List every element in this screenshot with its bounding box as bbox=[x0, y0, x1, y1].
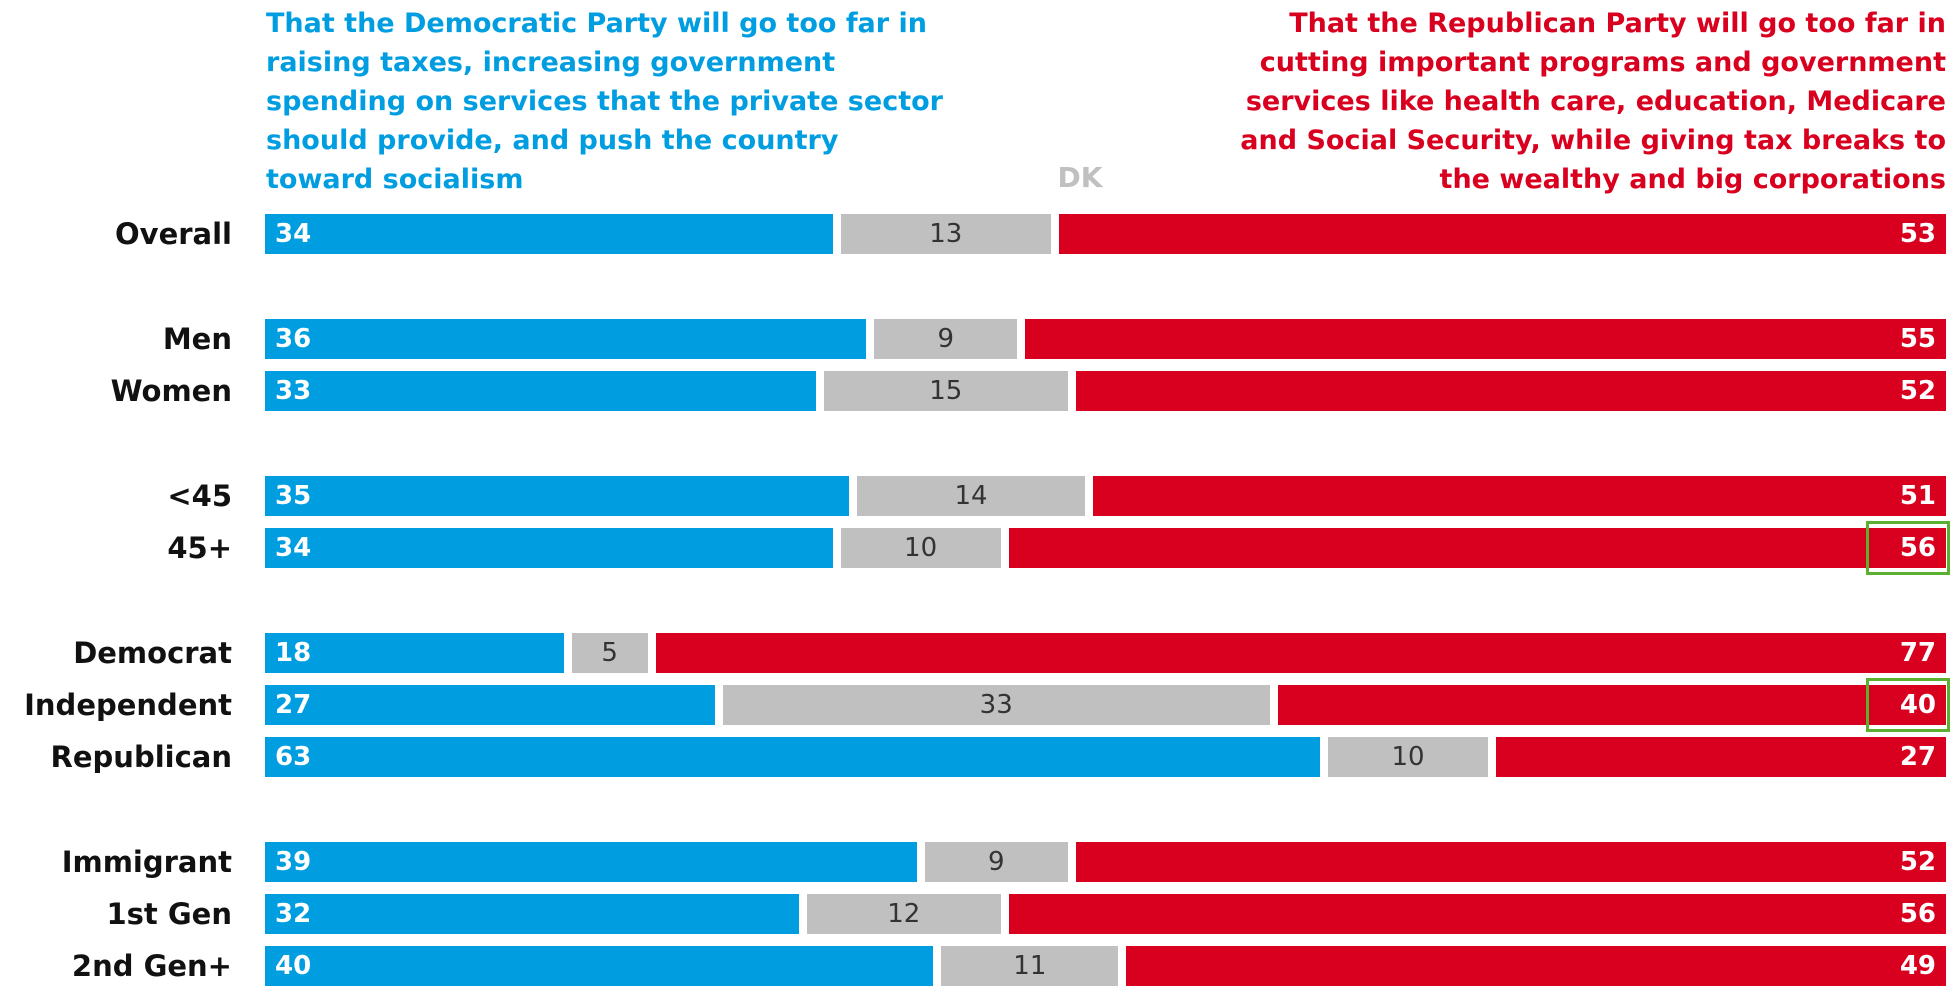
header-right-line: cutting important programs and governmen… bbox=[1259, 47, 1946, 78]
row-label: Men bbox=[162, 322, 232, 356]
bar-democratic bbox=[265, 894, 799, 934]
row-label: 45+ bbox=[167, 531, 232, 565]
bar-republican bbox=[1008, 528, 1946, 568]
data-label: 40 bbox=[275, 951, 312, 981]
bar-democratic bbox=[265, 946, 934, 986]
bar-dk bbox=[840, 214, 1052, 254]
data-label: 33 bbox=[275, 376, 312, 406]
data-label: 15 bbox=[929, 376, 963, 406]
data-label: 10 bbox=[1391, 742, 1425, 772]
bar-republican bbox=[1075, 842, 1946, 882]
row-label: 1st Gen bbox=[106, 897, 232, 931]
data-label: 11 bbox=[1013, 951, 1047, 981]
data-label: 12 bbox=[887, 899, 921, 929]
data-label: 34 bbox=[275, 533, 312, 563]
row-label: Overall bbox=[115, 217, 232, 251]
bar-democratic bbox=[265, 319, 867, 359]
bar-democratic bbox=[265, 476, 850, 516]
header-right-line: the wealthy and big corporations bbox=[1439, 164, 1946, 195]
data-label: 34 bbox=[275, 219, 312, 249]
data-label: 27 bbox=[1899, 742, 1936, 772]
bar-dk bbox=[941, 946, 1119, 986]
bar-dk bbox=[1328, 737, 1489, 777]
row-label: Independent bbox=[24, 688, 232, 722]
header-left-line: toward socialism bbox=[266, 164, 524, 195]
data-label: 33 bbox=[979, 690, 1013, 720]
data-label: 9 bbox=[937, 324, 955, 354]
bar-republican bbox=[1092, 476, 1946, 516]
header-left-line: spending on services that the private se… bbox=[266, 86, 943, 117]
bar-republican bbox=[1496, 737, 1946, 777]
row-label: Republican bbox=[50, 740, 232, 774]
header-republican-party: That the Republican Party will go too fa… bbox=[1140, 4, 1946, 199]
bar-dk bbox=[874, 319, 1018, 359]
header-right-line: services like health care, education, Me… bbox=[1245, 86, 1946, 117]
bar-democratic bbox=[265, 214, 833, 254]
data-label: 53 bbox=[1899, 219, 1936, 249]
bar-republican bbox=[655, 633, 1946, 673]
header-democratic-party: That the Democratic Party will go too fa… bbox=[266, 4, 1036, 199]
data-label: 10 bbox=[904, 533, 938, 563]
data-label: 27 bbox=[275, 690, 312, 720]
highlight-box bbox=[1866, 521, 1950, 575]
bar-republican bbox=[1025, 319, 1946, 359]
data-label: 14 bbox=[954, 481, 988, 511]
row-label: Democrat bbox=[73, 636, 232, 670]
data-label: 35 bbox=[275, 481, 312, 511]
row-label: Immigrant bbox=[61, 845, 232, 879]
bar-democratic bbox=[265, 528, 833, 568]
bar-dk bbox=[806, 894, 1001, 934]
bar-republican bbox=[1059, 214, 1946, 254]
bar-democratic bbox=[265, 842, 917, 882]
data-label: 63 bbox=[275, 742, 312, 772]
data-label: 77 bbox=[1899, 638, 1936, 668]
data-label: 49 bbox=[1899, 951, 1936, 981]
bar-dk bbox=[571, 633, 648, 673]
data-label: 18 bbox=[275, 638, 312, 668]
highlight-box bbox=[1866, 678, 1950, 732]
header-dk: DK bbox=[1057, 161, 1103, 194]
bar-dk bbox=[840, 528, 1001, 568]
data-label: 32 bbox=[275, 899, 312, 929]
data-label: 13 bbox=[929, 219, 963, 249]
bar-republican bbox=[1075, 371, 1946, 411]
data-label: 36 bbox=[275, 324, 312, 354]
data-label: 5 bbox=[601, 638, 618, 668]
bar-republican bbox=[1126, 946, 1946, 986]
bar-dk bbox=[722, 685, 1270, 725]
bar-democratic bbox=[265, 685, 715, 725]
bar-republican bbox=[1008, 894, 1946, 934]
data-label: 52 bbox=[1899, 847, 1936, 877]
row-label: 2nd Gen+ bbox=[71, 949, 232, 983]
bar-dk bbox=[823, 371, 1068, 411]
bar-dk bbox=[924, 842, 1068, 882]
row-label: Women bbox=[110, 374, 232, 408]
header-left-line: That the Democratic Party will go too fa… bbox=[266, 8, 927, 39]
bar-democratic bbox=[265, 633, 564, 673]
row-label: <45 bbox=[167, 479, 232, 513]
data-label: 52 bbox=[1899, 376, 1936, 406]
data-label: 39 bbox=[275, 847, 312, 877]
header-left-line: should provide, and push the country bbox=[266, 125, 839, 156]
data-label: 51 bbox=[1899, 481, 1936, 511]
header-right-line: That the Republican Party will go too fa… bbox=[1289, 8, 1946, 39]
data-label: 56 bbox=[1899, 533, 1936, 563]
bar-democratic bbox=[265, 371, 816, 411]
header-right-line: and Social Security, while giving tax br… bbox=[1240, 125, 1946, 156]
data-label: 40 bbox=[1899, 690, 1936, 720]
bar-democratic bbox=[265, 737, 1321, 777]
data-label: 9 bbox=[987, 847, 1005, 877]
data-label: 56 bbox=[1899, 899, 1936, 929]
bar-republican bbox=[1277, 685, 1946, 725]
bar-dk bbox=[857, 476, 1085, 516]
header-left-line: raising taxes, increasing government bbox=[266, 47, 836, 78]
data-label: 55 bbox=[1899, 324, 1936, 354]
